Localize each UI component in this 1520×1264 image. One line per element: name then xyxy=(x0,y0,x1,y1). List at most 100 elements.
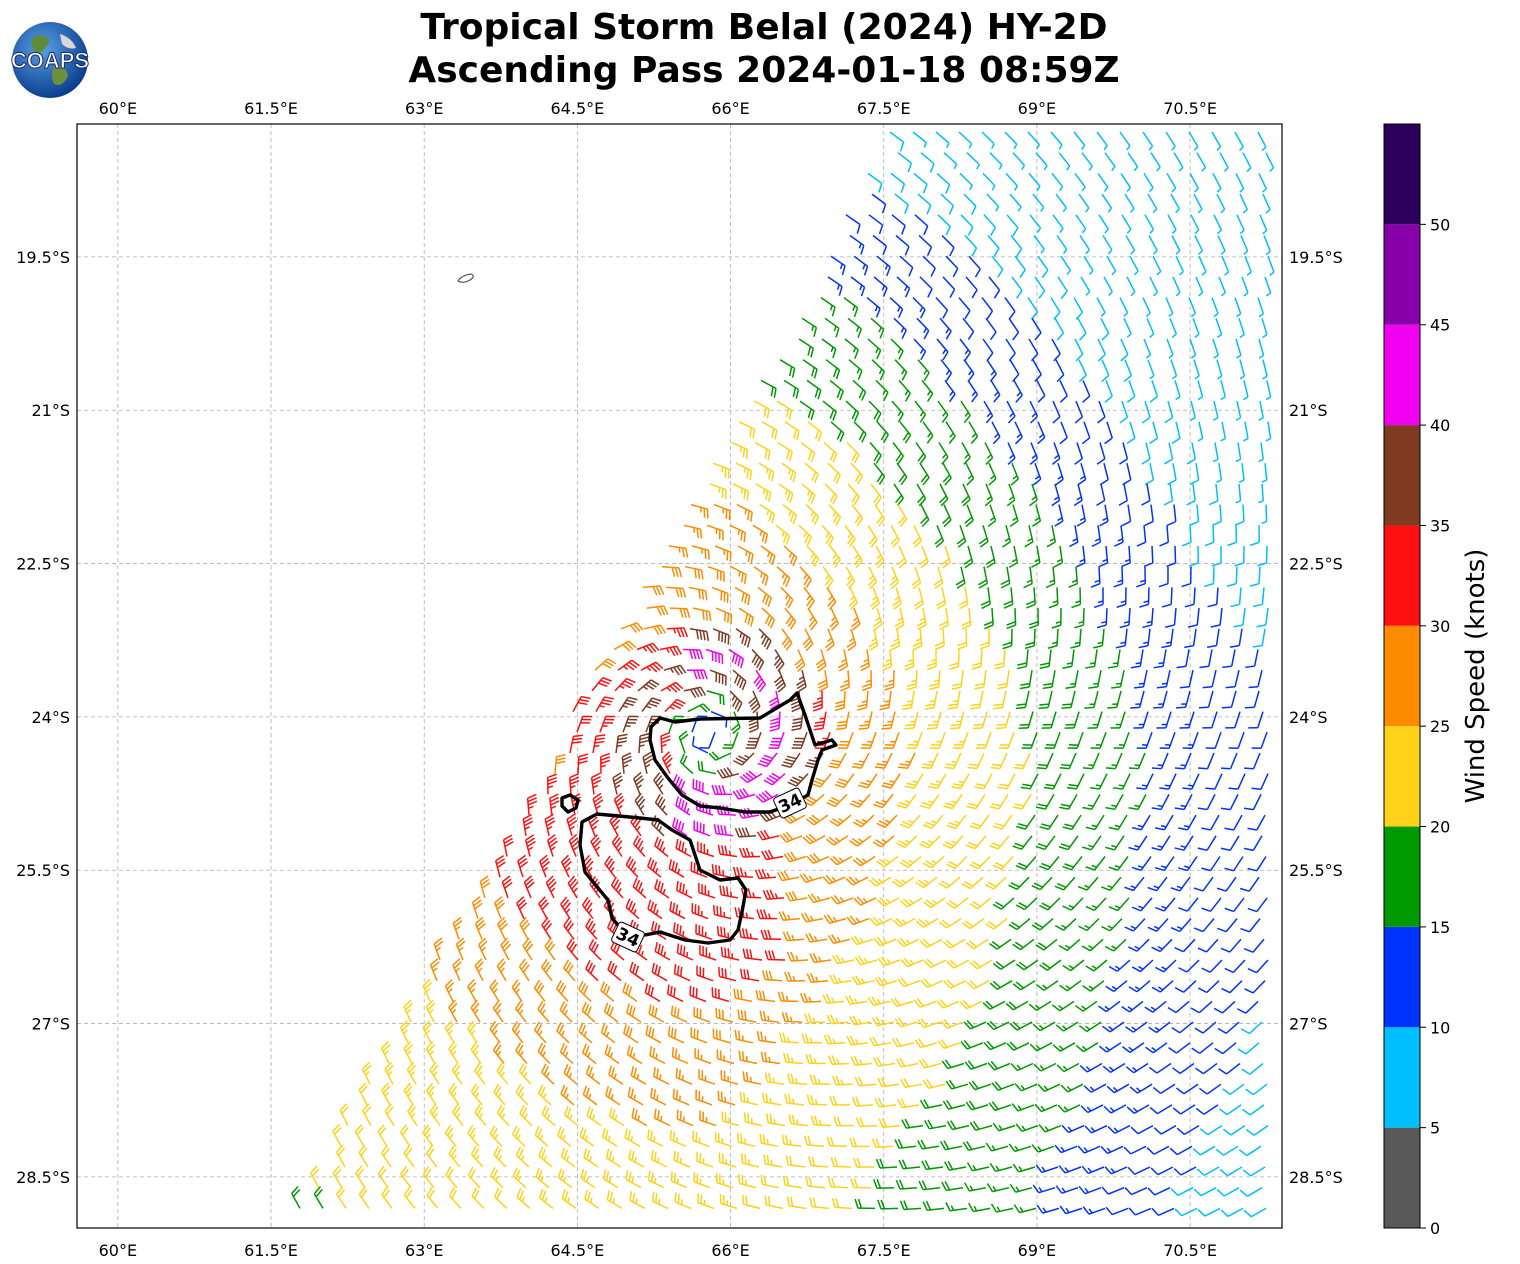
wind-barb xyxy=(717,1090,736,1106)
wind-barb xyxy=(1148,1062,1172,1074)
wind-barb xyxy=(987,1060,1011,1071)
wind-barb xyxy=(1121,1000,1144,1013)
wind-barb xyxy=(875,1158,898,1169)
lat-tick-label: 19.5°S xyxy=(1289,248,1343,267)
wind-barb xyxy=(698,883,716,899)
wind-barb xyxy=(939,317,952,340)
wind-barb xyxy=(980,587,991,610)
wind-barb xyxy=(936,172,951,194)
wind-barb xyxy=(1051,338,1061,362)
wind-barb xyxy=(845,566,856,589)
wind-barb xyxy=(1201,856,1221,872)
wind-barb xyxy=(692,607,712,622)
wind-barb xyxy=(399,1124,411,1147)
lat-tick-label: 28.5°S xyxy=(16,1168,70,1187)
wind-barb xyxy=(943,979,967,989)
wind-barb xyxy=(1149,1104,1173,1115)
wind-barb xyxy=(1005,338,1016,362)
wind-barb xyxy=(693,820,711,837)
wind-barb xyxy=(713,824,734,837)
wind-barb xyxy=(675,796,691,816)
wind-barb xyxy=(425,1041,436,1064)
wind-barb xyxy=(874,504,886,527)
wind-barb xyxy=(362,1103,372,1126)
wind-barb xyxy=(867,566,878,590)
wind-barb xyxy=(519,916,531,940)
wind-barb xyxy=(1124,1187,1148,1196)
wind-barb xyxy=(1221,752,1238,770)
wind-barb xyxy=(566,813,578,837)
wind-barb xyxy=(911,566,922,590)
wind-barb xyxy=(851,752,870,769)
wind-barb xyxy=(733,752,755,766)
wind-barb xyxy=(785,891,808,902)
wind-barb xyxy=(1218,1062,1241,1075)
wind-barb xyxy=(708,751,732,761)
wind-barb xyxy=(452,958,462,982)
wind-barb xyxy=(512,1167,527,1189)
wind-barb xyxy=(660,681,684,693)
wind-barb xyxy=(1031,545,1041,568)
lon-tick-label: 66°E xyxy=(711,1241,749,1260)
wind-barb xyxy=(711,864,731,878)
wind-barb xyxy=(1028,608,1039,629)
wind-barb xyxy=(1216,193,1226,214)
wind-barb xyxy=(921,379,934,403)
wind-barb xyxy=(868,876,892,887)
wind-barb xyxy=(987,504,997,528)
wind-barb xyxy=(718,1152,737,1168)
wind-barb xyxy=(1194,235,1204,255)
wind-barb xyxy=(1101,1186,1125,1195)
wind-barb xyxy=(1062,959,1085,972)
wind-barb xyxy=(773,649,785,672)
wind-barb xyxy=(759,1010,780,1023)
wind-barb xyxy=(720,1070,739,1085)
wind-barb xyxy=(692,778,710,796)
wind-barb xyxy=(1014,1083,1038,1092)
wind-barb xyxy=(854,1076,877,1087)
wind-barb xyxy=(1165,131,1176,151)
wind-barb xyxy=(784,1093,805,1106)
wind-barb xyxy=(1212,504,1222,526)
figure-title: Tropical Storm Belal (2024) HY-2D Ascend… xyxy=(200,6,1328,92)
wind-barb xyxy=(849,1137,871,1148)
wind-barb xyxy=(1096,297,1106,317)
wind-barb xyxy=(1144,463,1155,486)
wind-barb xyxy=(1074,400,1084,424)
wind-barb xyxy=(881,711,896,730)
wind-barb xyxy=(1069,525,1079,548)
wind-barb xyxy=(1071,587,1082,609)
wind-barb xyxy=(515,1000,527,1023)
wind-barb xyxy=(784,971,806,982)
wind-barb xyxy=(678,730,689,754)
wind-barb xyxy=(920,978,944,989)
wind-barb xyxy=(517,854,528,878)
coaps-logo: COAPS xyxy=(10,22,90,98)
wind-barb xyxy=(604,855,616,878)
wind-barb xyxy=(781,1012,803,1023)
wind-barb xyxy=(1193,359,1200,380)
wind-barb xyxy=(671,817,688,837)
wind-barb xyxy=(1093,628,1105,649)
wind-barb xyxy=(647,1170,665,1189)
wind-barb xyxy=(1191,1042,1214,1054)
wind-barb xyxy=(983,214,997,237)
wind-barb xyxy=(949,711,965,730)
wind-barb xyxy=(541,1105,556,1127)
wind-barb xyxy=(783,1052,804,1065)
wind-barb xyxy=(645,1025,662,1044)
wind-barb xyxy=(1039,856,1060,871)
wind-barb xyxy=(1221,690,1237,709)
wind-barb xyxy=(1149,421,1159,445)
wind-barb xyxy=(1220,794,1239,811)
wind-barb xyxy=(1198,980,1220,994)
wind-barb xyxy=(1245,1124,1269,1136)
wind-barb xyxy=(1099,504,1109,527)
wind-barb xyxy=(1176,690,1191,709)
wind-barb xyxy=(659,645,683,657)
wind-barb xyxy=(563,917,575,940)
wind-barb xyxy=(967,752,985,770)
wind-barb xyxy=(1023,566,1033,589)
wind-barb xyxy=(1133,670,1148,689)
wind-barb xyxy=(1257,131,1267,152)
